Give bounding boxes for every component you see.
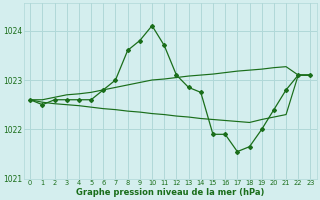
X-axis label: Graphe pression niveau de la mer (hPa): Graphe pression niveau de la mer (hPa) — [76, 188, 265, 197]
